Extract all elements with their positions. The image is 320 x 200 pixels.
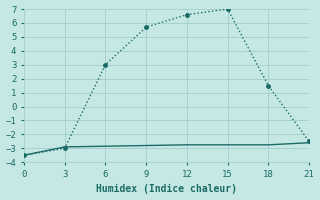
X-axis label: Humidex (Indice chaleur): Humidex (Indice chaleur) [96, 184, 237, 194]
